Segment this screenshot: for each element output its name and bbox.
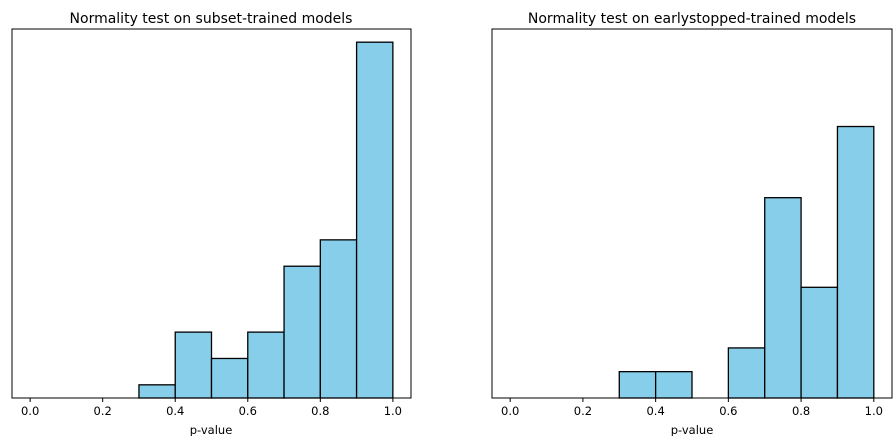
x-tick-label: 0.6	[719, 404, 737, 418]
histogram-panel-earlystopped: Normality test on earlystopped-trained m…	[491, 11, 893, 436]
x-tick-label: 0.0	[501, 404, 519, 418]
x-tick-label: 0.2	[94, 404, 112, 418]
histogram-bar	[355, 41, 394, 399]
histogram-panel-subset: Normality test on subset-trained models …	[11, 11, 412, 436]
histogram-bar	[138, 384, 176, 399]
x-tick-label: 0.2	[574, 404, 592, 418]
x-tick-label: 0.0	[21, 404, 39, 418]
x-axis-ticks: 0.0 0.2 0.4 0.6 0.8 1.0	[21, 398, 402, 418]
bars-group	[618, 125, 875, 399]
histogram-bar	[283, 265, 321, 399]
x-tick-label: 0.8	[792, 404, 810, 418]
x-axis-ticks: 0.0 0.2 0.4 0.6 0.8 1.0	[501, 398, 883, 418]
histogram-bar	[654, 370, 693, 399]
x-tick-label: 0.4	[166, 404, 184, 418]
histogram-bar	[174, 331, 213, 399]
x-tick-label: 0.4	[646, 404, 664, 418]
histogram-bar	[210, 357, 249, 399]
x-tick-label: 0.6	[239, 404, 257, 418]
x-axis-label: p-value	[190, 423, 233, 436]
histogram-bar	[319, 239, 358, 399]
x-tick-label: 1.0	[384, 404, 402, 418]
x-tick-label: 0.8	[311, 404, 329, 418]
histogram-bar	[618, 370, 657, 399]
x-tick-label: 1.0	[865, 404, 883, 418]
chart-title: Normality test on earlystopped-trained m…	[528, 11, 856, 27]
histogram-bar	[800, 286, 839, 399]
x-axis-label: p-value	[671, 423, 714, 436]
bars-group	[138, 41, 394, 399]
histogram-bar	[836, 125, 875, 399]
histogram-bar	[764, 197, 802, 399]
axes-frame	[11, 28, 412, 399]
axes-frame	[491, 28, 893, 399]
histogram-bar	[727, 347, 766, 399]
histogram-bar	[247, 331, 285, 399]
chart-title: Normality test on subset-trained models	[70, 11, 353, 27]
